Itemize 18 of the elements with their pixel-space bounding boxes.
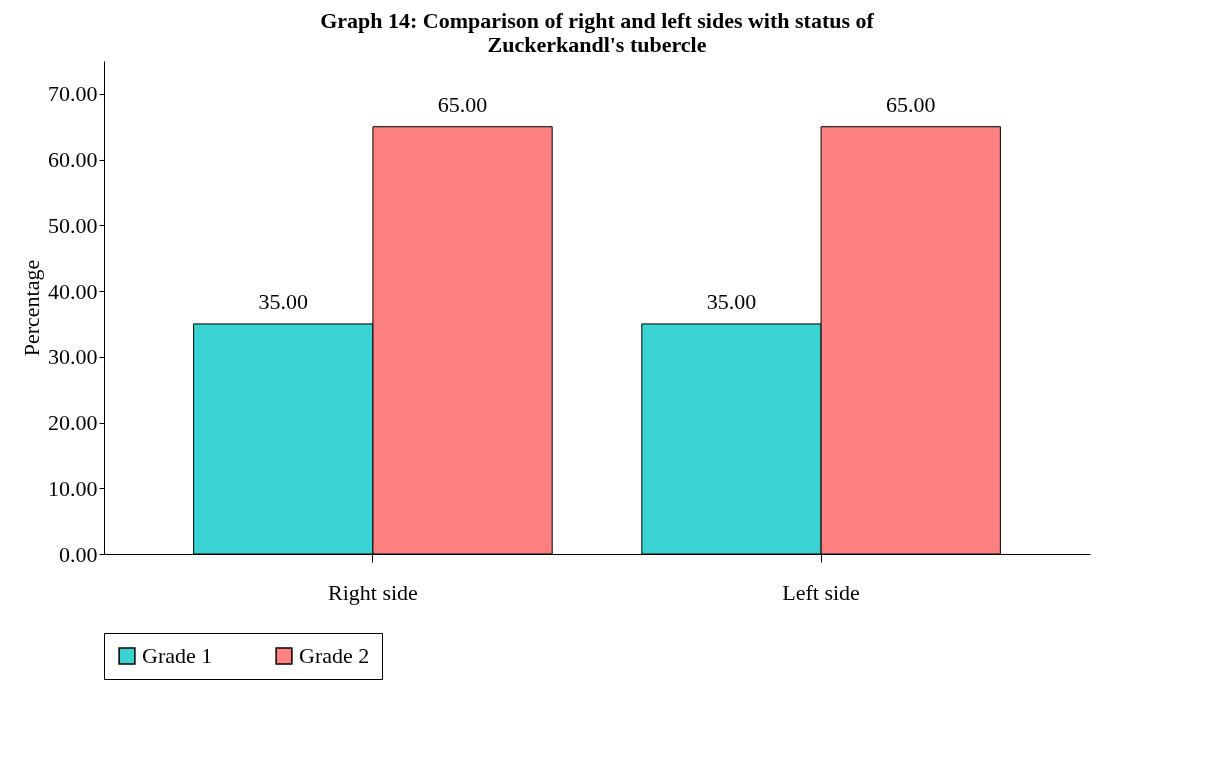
- y-tick-label: 0.00: [59, 541, 98, 567]
- x-tick-label: Left side: [782, 579, 860, 605]
- y-tick-label: 30.00: [48, 344, 98, 370]
- data-label: 35.00: [258, 288, 309, 314]
- y-axis-title: Percentage: [19, 259, 44, 357]
- legend-label: Grade 1: [142, 643, 213, 668]
- data-label: 65.00: [437, 91, 488, 117]
- y-tick-label: 70.00: [48, 81, 98, 107]
- chart-title: Graph 14: Comparison of right and left sides with status of Zuckerkandl's tubercle: [320, 8, 875, 57]
- legend-label: Grade 2: [299, 643, 370, 668]
- y-tick-label: 50.00: [48, 212, 98, 238]
- y-tick-label: 20.00: [48, 410, 98, 436]
- data-label: 65.00: [885, 91, 936, 117]
- y-tick-label: 60.00: [48, 147, 98, 173]
- y-tick-label: 10.00: [48, 475, 98, 501]
- data-label: 35.00: [706, 288, 757, 314]
- y-tick-label: 40.00: [48, 278, 98, 304]
- x-tick-label: Right side: [327, 579, 418, 605]
